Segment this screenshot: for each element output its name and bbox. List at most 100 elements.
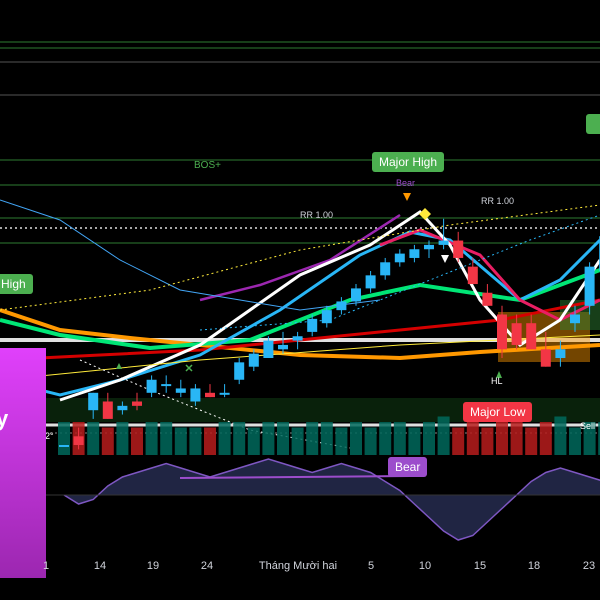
volume-bar (510, 416, 523, 455)
cross-marker-icon (185, 364, 193, 372)
x-axis-tick: 18 (527, 560, 541, 572)
volume-bar (320, 422, 333, 455)
candle-body (584, 266, 595, 306)
down-triangle-icon (441, 255, 449, 263)
volume-bar (218, 422, 231, 455)
orange-ma-line (0, 308, 600, 361)
candle-body (234, 362, 245, 380)
candle-body (88, 392, 99, 411)
yellow-dotted-line (0, 204, 600, 311)
volume-bar (87, 422, 100, 455)
x-axis-tick: 10 (418, 560, 432, 572)
blue-ma-line (0, 230, 600, 397)
rr-right-label: RR 1.00 (481, 196, 515, 206)
volume-bar (58, 422, 70, 455)
sell-label: Sell (580, 421, 596, 431)
volume-bar (583, 422, 596, 455)
candle-body (526, 323, 537, 350)
candle-body (424, 244, 434, 250)
candle-body (555, 349, 566, 358)
volume-bar (160, 422, 173, 455)
x-axis-tick: 5 (367, 560, 375, 572)
candle-body (511, 323, 522, 345)
signal-markers (116, 193, 502, 378)
volume-bar (174, 427, 187, 455)
volume-bar (466, 422, 479, 455)
purple-trend-line (199, 213, 401, 302)
side-badge-text: y (0, 406, 9, 431)
volume-bar (291, 427, 304, 455)
volume-bar (145, 422, 158, 455)
candle-body (351, 288, 361, 302)
volume-bar (350, 422, 362, 455)
volume-bar (204, 427, 216, 455)
candle-body (263, 340, 274, 358)
x-axis-tick: 15 (473, 560, 487, 572)
x-axis-tick: 14 (93, 560, 107, 572)
volume-bar (277, 422, 289, 455)
x-axis-tick: 23 (582, 560, 596, 572)
candle-body (73, 436, 84, 445)
x-axis-tick: Tháng Mười hai (258, 560, 338, 572)
volume-bar (598, 422, 600, 455)
major-low-tag[interactable]: Major Low (463, 402, 533, 422)
side-badge[interactable]: y (0, 348, 46, 578)
horizontal-levels (0, 41, 600, 434)
major-high-tag[interactable]: Major High (372, 152, 445, 172)
oscillator-panel (0, 458, 600, 541)
candle-body (336, 301, 347, 311)
candle-body (409, 249, 420, 258)
volume-bar (189, 427, 202, 455)
candle-body (497, 314, 507, 350)
volume-bars (58, 416, 600, 455)
hl-label: HL (491, 376, 503, 386)
volume-bar (364, 427, 377, 455)
volume-bar (496, 422, 508, 455)
up-triangle-icon (496, 371, 502, 378)
bear-top-label: Bear (396, 178, 416, 188)
right-edge-tag[interactable] (586, 114, 600, 134)
bear-oscillator-tag[interactable]: Bear (388, 457, 428, 477)
candle-body (132, 401, 142, 406)
candle-body (570, 314, 580, 324)
candle-body (205, 392, 215, 398)
candle-body (102, 401, 113, 419)
candle-body (161, 384, 172, 387)
bos-label: BOS+ (194, 160, 221, 171)
x-axis-tick: 24 (200, 560, 214, 572)
volume-bar (233, 422, 246, 455)
candle-body (482, 292, 493, 306)
white-dotted-line (79, 359, 351, 449)
candle-body (467, 266, 478, 285)
candle-body (453, 240, 464, 258)
volume-bar (423, 422, 435, 455)
candle-body (438, 240, 449, 245)
rr-left-label: RR 1.00 (300, 210, 334, 220)
volume-bar (408, 427, 421, 455)
candle-body (278, 344, 288, 350)
diamond-marker-icon (419, 208, 431, 220)
volume-bar (116, 422, 129, 455)
candle-body (321, 310, 332, 324)
candle-body (540, 349, 551, 367)
volume-bar (481, 427, 494, 455)
volume-bar (393, 422, 406, 455)
blue-band-line (0, 199, 381, 311)
x-axis-tick: 1 (42, 560, 50, 572)
left-high-tag[interactable]: High (0, 274, 33, 294)
oscillator-area (64, 459, 600, 540)
candle-body (117, 405, 128, 411)
candle-body (292, 336, 303, 341)
x-axis-tick: 19 (146, 560, 160, 572)
volume-bar (262, 422, 275, 455)
candle-body (146, 379, 157, 393)
left-value-label: 2° (45, 431, 54, 441)
oscillator-line (63, 458, 600, 541)
volume-bar (335, 427, 348, 455)
volume-bar (554, 416, 567, 455)
candle-body (219, 392, 230, 395)
bear-divergence-line (179, 475, 411, 479)
candle-body (59, 445, 69, 447)
candle-body (248, 353, 259, 367)
